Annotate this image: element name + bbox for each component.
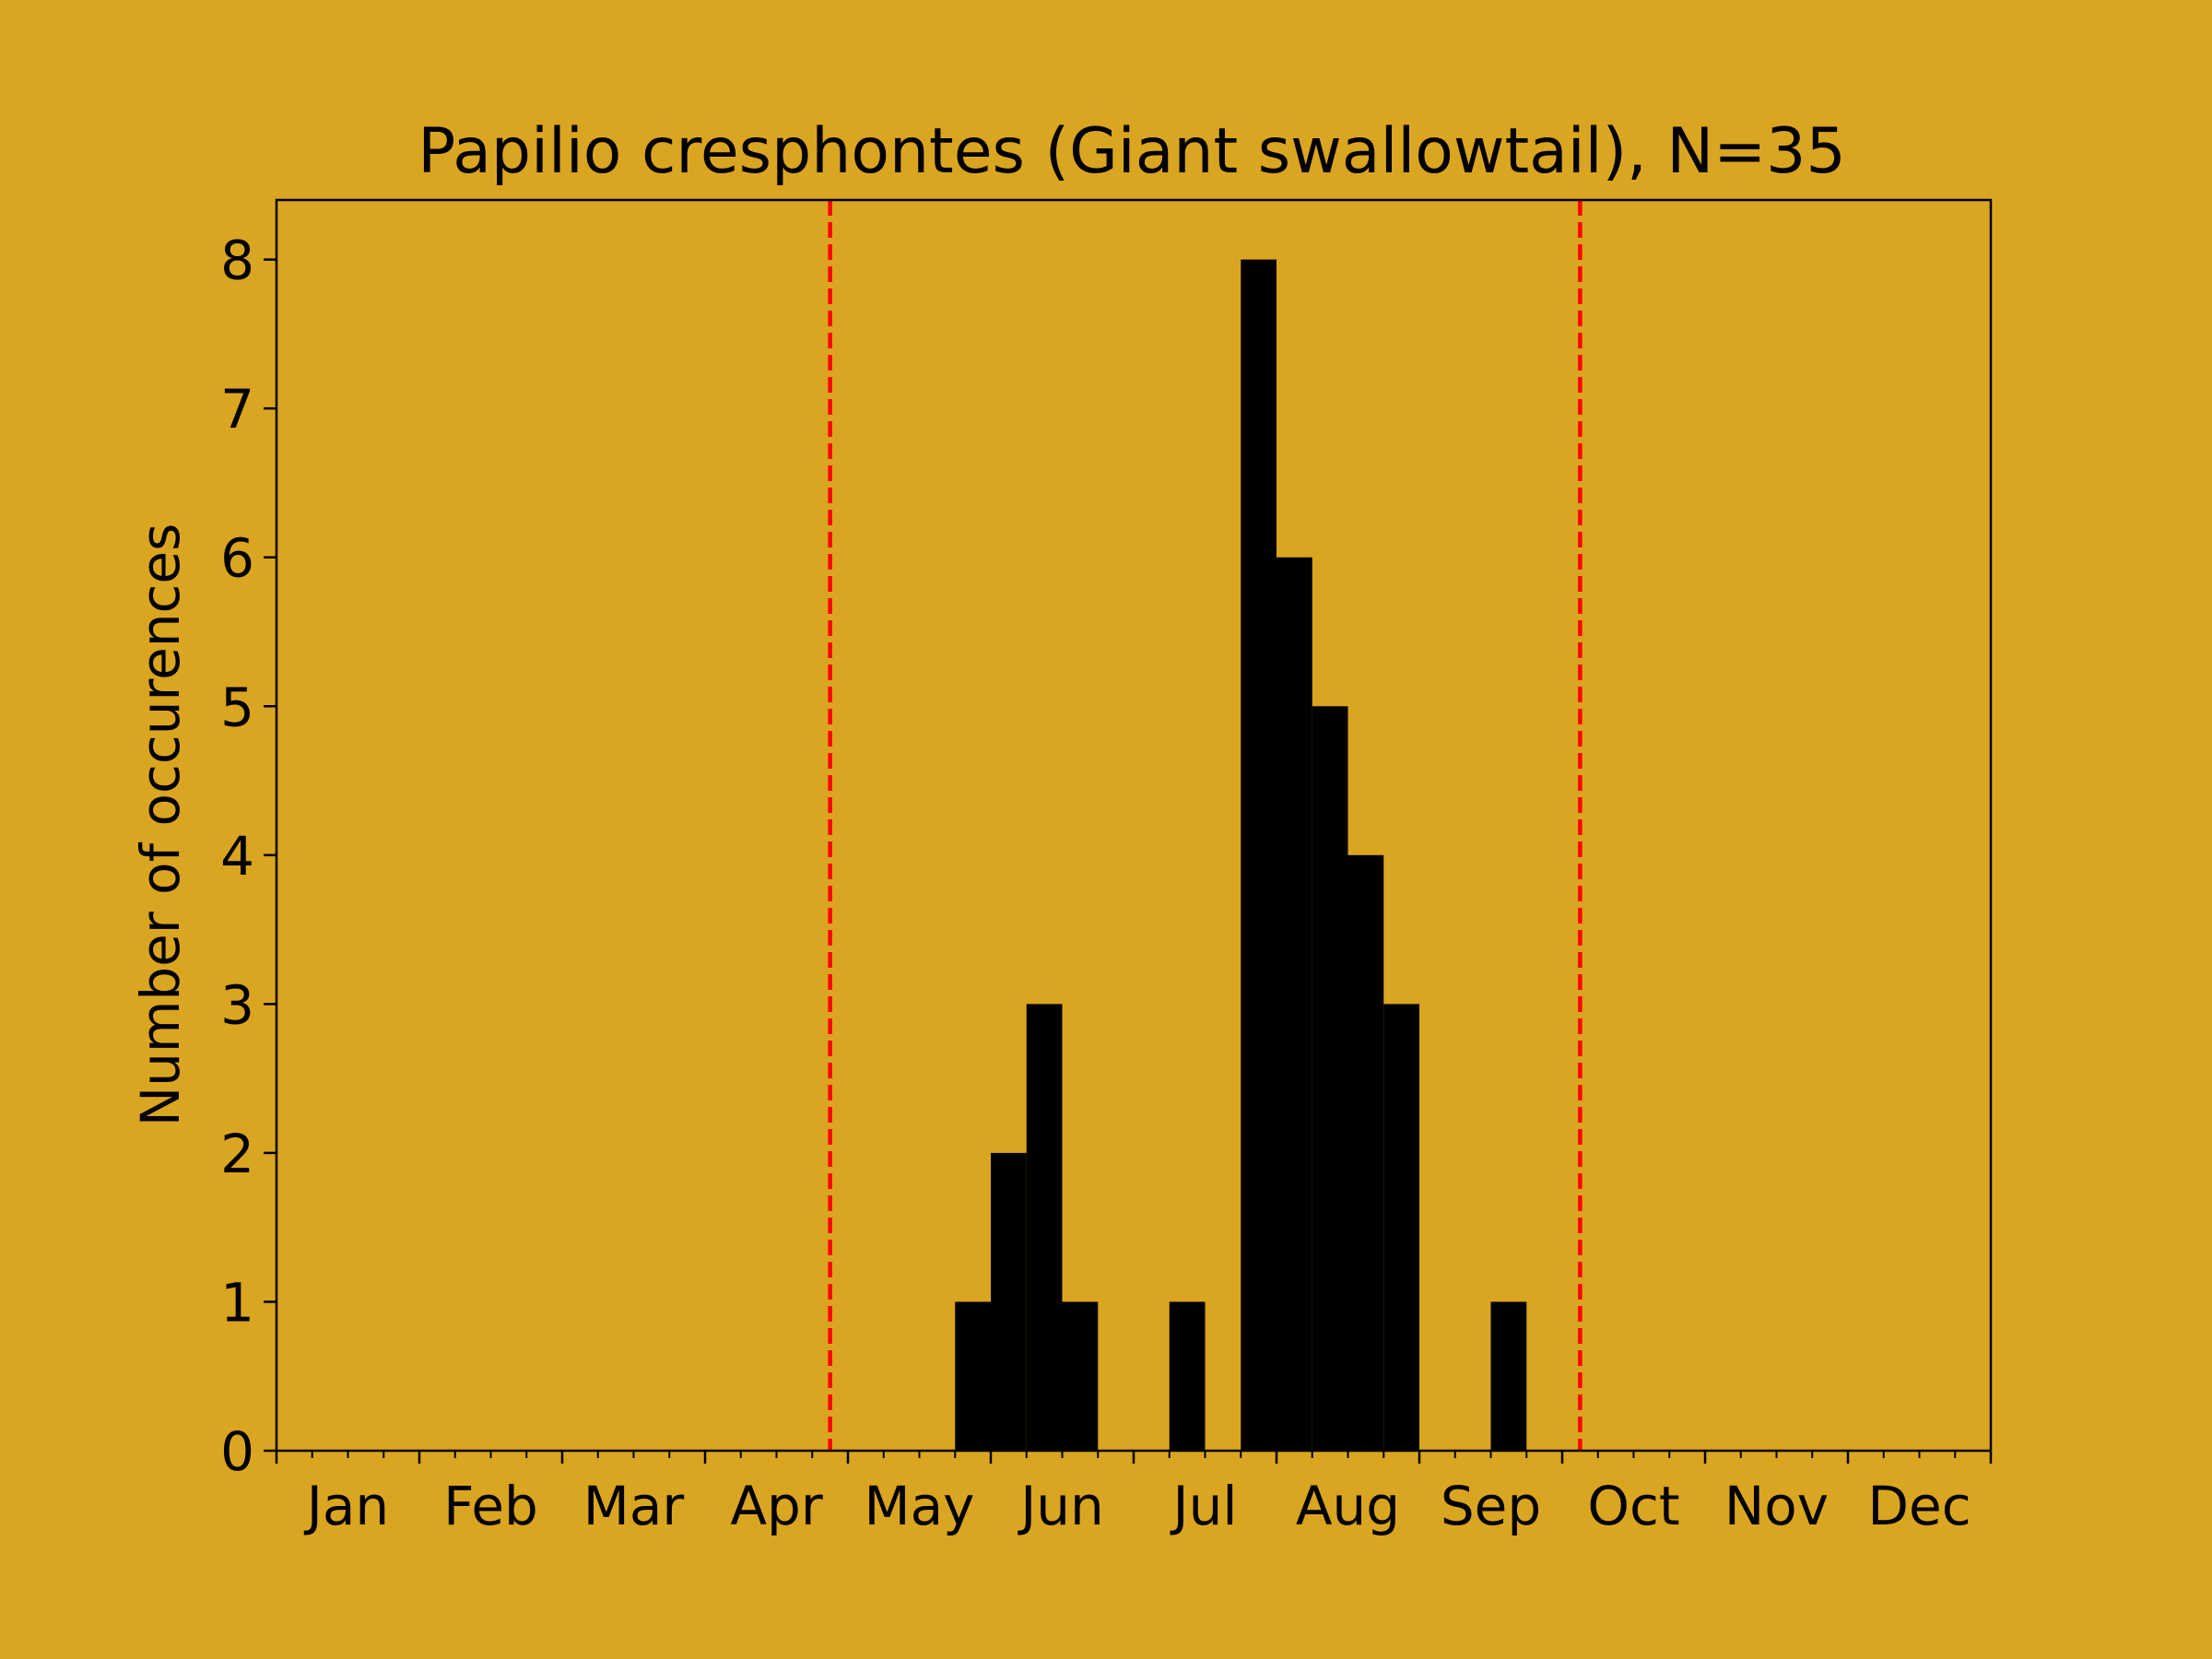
bar-3 xyxy=(1062,1301,1099,1451)
y-tick-label-4: 4 xyxy=(220,825,254,888)
x-tick-label-aug: Aug xyxy=(1296,1475,1400,1537)
plot-area xyxy=(828,200,1583,1452)
chart-title: Papilio cresphontes (Giant swallowtail),… xyxy=(418,115,1845,188)
y-tick-label-3: 3 xyxy=(220,973,254,1036)
y-tick-label-2: 2 xyxy=(220,1123,254,1185)
bar-8 xyxy=(1347,854,1384,1451)
bar-6 xyxy=(1277,557,1312,1451)
bar-5 xyxy=(1241,259,1277,1452)
x-tick-label-jul: Jul xyxy=(1171,1475,1238,1537)
plot-frame xyxy=(275,198,1993,1453)
y-tick-label-0: 0 xyxy=(220,1420,254,1483)
x-tick-label-nov: Nov xyxy=(1724,1475,1829,1537)
x-tick-label-jun: Jun xyxy=(1018,1475,1104,1537)
bar-1 xyxy=(991,1152,1027,1451)
y-tick-label-6: 6 xyxy=(220,527,254,590)
y-tick-label-7: 7 xyxy=(220,378,254,441)
x-tick-label-jan: Jan xyxy=(304,1475,389,1537)
bar-10 xyxy=(1490,1301,1527,1451)
x-tick-label-mar: Mar xyxy=(583,1475,685,1537)
x-tick-label-oct: Oct xyxy=(1587,1475,1679,1537)
bar-9 xyxy=(1383,1004,1419,1451)
x-tick-label-sep: Sep xyxy=(1441,1475,1541,1537)
bar-2 xyxy=(1026,1004,1063,1451)
y-tick-label-8: 8 xyxy=(220,229,254,292)
bar-7 xyxy=(1312,706,1348,1451)
bar-4 xyxy=(1169,1301,1206,1451)
bar-0 xyxy=(955,1301,991,1451)
x-tick-label-may: May xyxy=(865,1475,975,1537)
x-tick-label-apr: Apr xyxy=(730,1475,822,1537)
x-tick-label-feb: Feb xyxy=(443,1475,538,1537)
y-tick-label-1: 1 xyxy=(220,1271,254,1334)
y-tick-label-5: 5 xyxy=(220,676,254,738)
y-axis-label: Number of occurences xyxy=(129,524,192,1127)
x-tick-label-dec: Dec xyxy=(1867,1475,1971,1537)
